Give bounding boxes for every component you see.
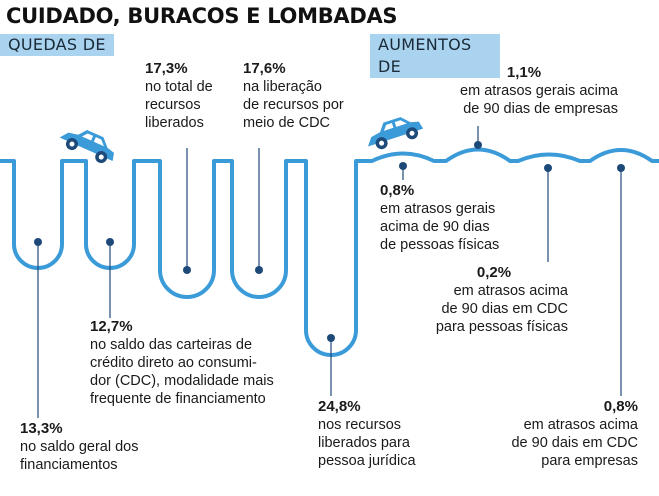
fall-annotation-1: 13,3% no saldo geral dos financiamentos [20, 420, 210, 474]
marker-dot-fall-1 [34, 238, 42, 246]
rise-value-3: 0,2% [476, 264, 512, 281]
marker-dot-fall-2 [106, 238, 114, 246]
rise-value-2: 1,1% [506, 64, 542, 81]
falls-label: QUEDAS DE [0, 34, 114, 56]
car-climbing-icon [367, 117, 424, 150]
fall-value-5: 24,8% [318, 398, 361, 415]
marker-dot-rise-4 [617, 164, 625, 172]
fall-annotation-3: 17,3% no total de recursos liberados [145, 60, 245, 132]
marker-dot-fall-5 [327, 334, 335, 342]
rise-text-2: em atrasos gerais acima de 90 dias de em… [460, 83, 618, 117]
marker-dot-fall-4 [255, 266, 263, 274]
infographic-title: CUIDADO, BURACOS E LOMBADAS [6, 4, 398, 28]
rise-text-4: em atrasos acima de 90 dais em CDC para … [511, 417, 638, 469]
marker-dot-rise-2 [474, 141, 482, 149]
fall-annotation-5: 24,8% nos recursos liberados para pessoa… [318, 398, 458, 470]
rise-annotation-4: 0,8% em atrasos acima de 90 dais em CDC … [490, 398, 638, 470]
rise-annotation-1: 0,8% em atrasos gerais acima de 90 dias … [380, 182, 520, 254]
car-falling-icon [59, 129, 115, 164]
fall-text-5: nos recursos liberados para pessoa juríd… [318, 417, 416, 469]
fall-text-2: no saldo das carteiras de crédito direto… [90, 337, 274, 407]
fall-text-4: na liberação de recursos por meio de CDC [243, 79, 344, 131]
marker-dot-rise-3 [544, 164, 552, 172]
rises-label: AUMENTOS DE [370, 34, 500, 78]
rise-value-4: 0,8% [603, 398, 638, 415]
fall-value-4: 17,6% [243, 60, 286, 77]
road-line [0, 147, 659, 357]
fall-text-3: no total de recursos liberados [145, 79, 213, 131]
marker-dot-rise-1 [399, 162, 407, 170]
rise-text-1: em atrasos gerais acima de 90 dias de pe… [380, 201, 500, 253]
rise-annotation-2: 1,1% em atrasos gerais acima de 90 dias … [430, 64, 618, 118]
marker-dot-fall-3 [183, 266, 191, 274]
rise-text-3: em atrasos acima de 90 dias em CDC para … [435, 283, 568, 335]
rise-annotation-3: 0,2% em atrasos acima de 90 dias em CDC … [420, 264, 568, 336]
fall-annotation-4: 17,6% na liberação de recursos por meio … [243, 60, 363, 132]
fall-text-1: no saldo geral dos financiamentos [20, 439, 139, 473]
fall-annotation-2: 12,7% no saldo das carteiras de crédito … [90, 318, 330, 408]
fall-value-2: 12,7% [90, 318, 133, 335]
fall-value-3: 17,3% [145, 60, 188, 77]
rise-value-1: 0,8% [380, 182, 415, 199]
fall-value-1: 13,3% [20, 420, 63, 437]
